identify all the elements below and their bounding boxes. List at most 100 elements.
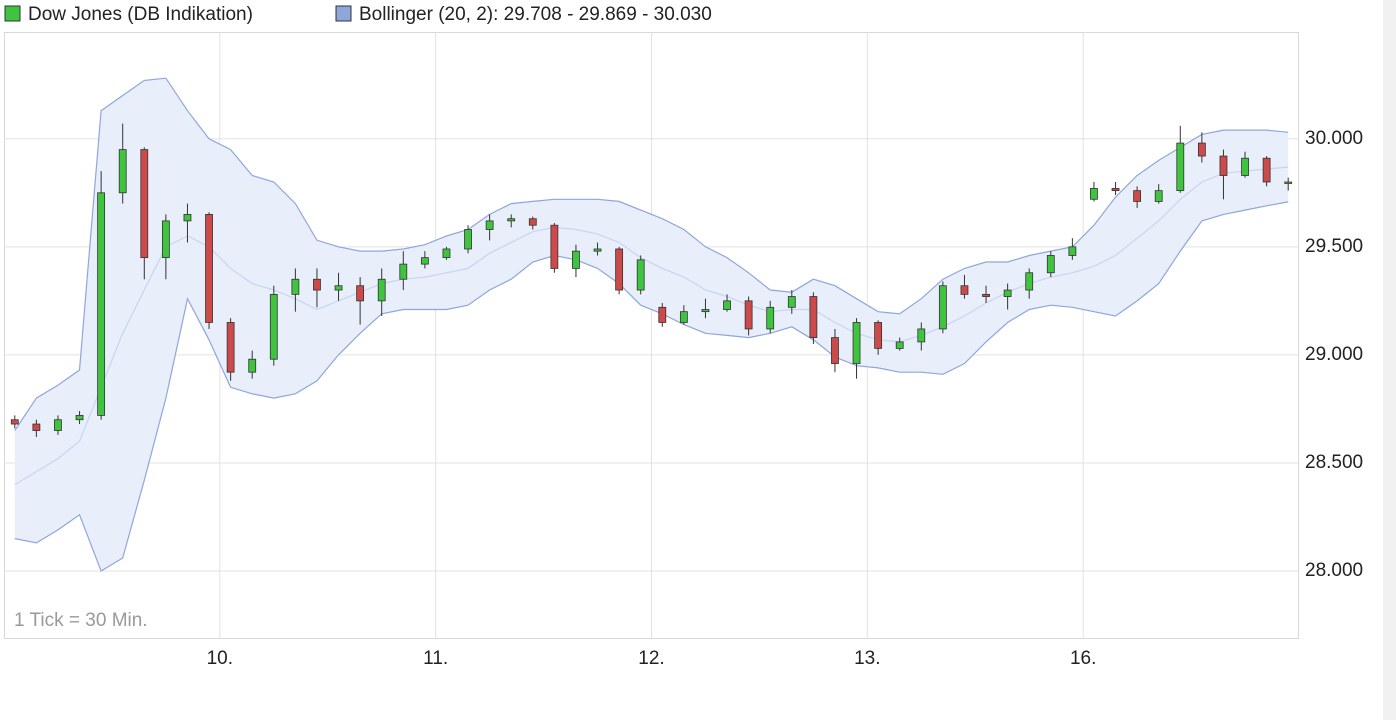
candle-body bbox=[852, 322, 861, 364]
candle-body bbox=[205, 214, 213, 323]
candle bbox=[54, 415, 62, 435]
y-tick-label: 28.500 bbox=[1305, 452, 1363, 473]
candle bbox=[507, 214, 516, 228]
candle-body bbox=[269, 293, 278, 360]
candle bbox=[938, 281, 947, 334]
candle bbox=[874, 320, 883, 355]
candle-body bbox=[1111, 188, 1120, 192]
legend: Dow Jones (DB Indikation) Bollinger (20,… bbox=[4, 4, 712, 25]
candle bbox=[960, 274, 969, 299]
candle bbox=[917, 322, 926, 351]
candle bbox=[1197, 132, 1206, 163]
candle-body bbox=[291, 278, 300, 295]
candle bbox=[356, 277, 365, 325]
candle-body bbox=[766, 306, 775, 330]
candle-body bbox=[377, 278, 386, 302]
candle bbox=[572, 244, 580, 278]
candle-body bbox=[464, 229, 472, 250]
candle-body bbox=[356, 285, 365, 302]
candle bbox=[32, 419, 41, 438]
candle bbox=[701, 298, 710, 319]
x-tick-label: 13. bbox=[854, 648, 880, 669]
candle bbox=[1025, 268, 1034, 299]
candle-body bbox=[895, 341, 904, 349]
candle-body bbox=[226, 322, 235, 373]
candle bbox=[442, 246, 451, 260]
candle bbox=[895, 337, 904, 351]
candle bbox=[183, 203, 192, 243]
x-tick-label: 10. bbox=[207, 648, 233, 669]
band-middle bbox=[14, 166, 1289, 486]
candle-body bbox=[831, 337, 839, 364]
legend-label: Bollinger (20, 2): 29.708 - 29.869 - 30.… bbox=[359, 4, 712, 25]
candle bbox=[1176, 125, 1185, 193]
candle-body bbox=[874, 322, 883, 349]
candle bbox=[313, 268, 321, 308]
candle bbox=[852, 318, 861, 379]
candle-body bbox=[140, 149, 149, 259]
candle bbox=[1068, 238, 1077, 260]
candle-body bbox=[10, 419, 19, 425]
candle-body bbox=[1090, 188, 1098, 200]
y-tick-label: 28.000 bbox=[1305, 560, 1363, 581]
candle bbox=[982, 285, 990, 304]
candle-body bbox=[183, 214, 192, 222]
candle-body bbox=[982, 293, 990, 297]
candle bbox=[636, 255, 645, 295]
candle bbox=[10, 415, 19, 429]
candle-body bbox=[75, 414, 84, 421]
candle bbox=[528, 216, 537, 230]
candle bbox=[1284, 177, 1293, 191]
candle-body bbox=[528, 218, 537, 226]
candle bbox=[1046, 251, 1055, 278]
x-tick-label: 12. bbox=[638, 648, 664, 669]
candle-body bbox=[550, 224, 559, 269]
candle bbox=[140, 147, 149, 280]
candle-body bbox=[917, 328, 926, 343]
x-tick-label: 16. bbox=[1070, 648, 1096, 669]
candle bbox=[205, 212, 213, 329]
candle-body bbox=[636, 259, 645, 291]
candle bbox=[658, 303, 667, 327]
annotation: 1 Tick = 30 Min. bbox=[14, 610, 148, 631]
candle-body bbox=[399, 263, 408, 280]
band-upper bbox=[14, 77, 1289, 431]
candle-body bbox=[1133, 190, 1142, 202]
y-tick-label: 29.000 bbox=[1305, 344, 1363, 365]
y-tick-label: 30.000 bbox=[1305, 128, 1363, 149]
band-area bbox=[14, 78, 1289, 571]
candle bbox=[1090, 181, 1098, 202]
candle-body bbox=[1068, 246, 1077, 256]
candle bbox=[226, 318, 235, 381]
candle bbox=[679, 305, 688, 325]
candle bbox=[550, 223, 559, 273]
candle bbox=[464, 225, 472, 254]
candle-body bbox=[1219, 155, 1228, 176]
scrollbar bbox=[1383, 0, 1396, 720]
candle-body bbox=[442, 248, 451, 259]
candle bbox=[334, 272, 343, 301]
candle bbox=[1111, 181, 1120, 195]
candle bbox=[248, 350, 257, 379]
candle-body bbox=[97, 192, 106, 416]
candle-body bbox=[507, 218, 516, 222]
candle bbox=[118, 123, 127, 204]
candle-body bbox=[248, 358, 257, 373]
candle bbox=[75, 411, 84, 425]
candle bbox=[377, 268, 386, 316]
candle bbox=[1262, 156, 1271, 187]
candle-body bbox=[420, 257, 429, 265]
candle bbox=[809, 292, 818, 345]
legend-swatch bbox=[335, 5, 352, 22]
candle bbox=[766, 300, 775, 334]
x-tick-label: 11. bbox=[423, 648, 448, 669]
band-lower bbox=[14, 201, 1289, 572]
candle-body bbox=[679, 311, 688, 323]
candle-body bbox=[161, 220, 170, 259]
candle bbox=[420, 251, 429, 269]
candle-body bbox=[334, 285, 343, 291]
candle-body bbox=[1003, 289, 1012, 297]
candle-body bbox=[1262, 157, 1271, 183]
candle bbox=[485, 214, 494, 241]
candle-body bbox=[572, 250, 580, 269]
